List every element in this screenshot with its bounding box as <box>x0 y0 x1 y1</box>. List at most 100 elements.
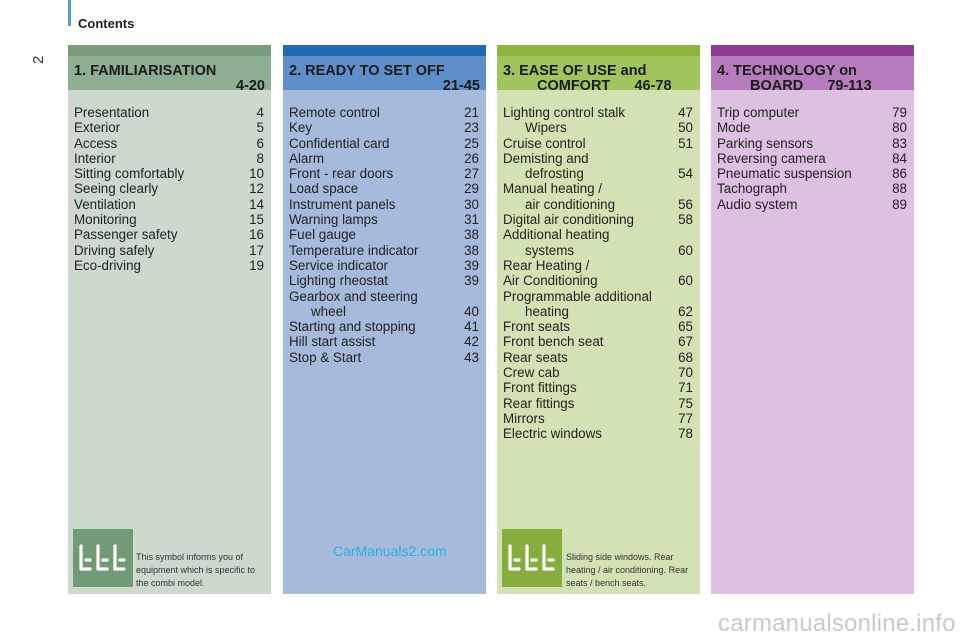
toc-entry-label: Stop & Start <box>289 349 362 365</box>
toc-entry-page: 21 <box>464 105 479 120</box>
toc-entry[interactable]: Crew cab 70 <box>503 365 693 380</box>
toc-entry-page: 30 <box>464 196 479 212</box>
section-familiarisation-panel: 1. FAMILIARISATION 4-20 Presentation 4 Ext… <box>68 45 271 594</box>
toc-entry[interactable]: Instrument panels 30 <box>289 197 479 212</box>
toc-entry[interactable]: Alarm 26 <box>289 151 479 166</box>
toc-entry[interactable]: Additional heating systems 60 <box>503 227 693 258</box>
toc-entry[interactable]: Warning lamps 31 <box>289 212 479 227</box>
toc-entry-label: Digital air conditioning <box>503 212 635 228</box>
toc-entry-label: Mode <box>717 120 751 136</box>
toc-entry-page: 77 <box>678 410 693 426</box>
toc-entry[interactable]: Manual heating / air conditioning 56 <box>503 181 693 212</box>
toc-entry[interactable]: Rear Heating / <box>503 258 693 273</box>
toc-entry[interactable]: Starting and stopping 41 <box>289 319 479 334</box>
section-header: 2. READY TO SET OFF 21-45 <box>283 56 486 94</box>
section-header: 4. TECHNOLOGY on BOARD 79-113 <box>711 56 914 94</box>
toc-entry-page: 27 <box>464 166 479 182</box>
toc-entry[interactable]: Remote control 21 <box>289 105 479 120</box>
toc-entry[interactable]: Mirrors 77 <box>503 411 693 426</box>
toc-entry-label-continued: systems <box>525 242 575 258</box>
toc-entry-page: 50 <box>678 120 693 136</box>
toc-entry[interactable]: Ventilation 14 <box>74 197 264 212</box>
toc-entry-label: Exterior <box>74 120 121 136</box>
toc-entry[interactable]: Front - rear doors 27 <box>289 166 479 181</box>
section-header: 3. EASE OF USE and COMFORT 46-78 <box>497 56 700 94</box>
toc-entry[interactable]: Reversing camera 84 <box>717 151 907 166</box>
toc-entry-page: 89 <box>892 196 907 212</box>
toc-entry[interactable]: Passenger safety 16 <box>74 227 264 242</box>
toc-entry[interactable]: Gearbox and steering wheel 40 <box>289 289 479 320</box>
toc-entry-page: 83 <box>892 135 907 151</box>
toc-entry-page: 68 <box>678 349 693 365</box>
section-title: 4. TECHNOLOGY on <box>717 63 857 79</box>
toc-entry[interactable]: Wipers 50 <box>503 120 693 135</box>
toc-entry[interactable]: Presentation 4 <box>74 105 264 120</box>
toc-entry[interactable]: Digital air conditioning 58 <box>503 212 693 227</box>
section-technology-panel: 4. TECHNOLOGY on BOARD 79-113 Trip compu… <box>711 45 914 594</box>
toc-entry[interactable]: Front seats 65 <box>503 319 693 334</box>
toc-list: Lighting control stalk 47 Wipers 50 Cruise c… <box>503 105 693 442</box>
toc-entry[interactable]: Pneumatic suspension 86 <box>717 166 907 181</box>
toc-entry[interactable]: Audio system 89 <box>717 197 907 212</box>
toc-entry[interactable]: Hill start assist 42 <box>289 334 479 349</box>
toc-entry[interactable]: Seeing clearly 12 <box>74 181 264 196</box>
toc-entry[interactable]: Sitting comfortably 10 <box>74 166 264 181</box>
toc-entry[interactable]: Driving safely 17 <box>74 243 264 258</box>
toc-entry-label: Crew cab <box>503 365 560 381</box>
toc-entry-page: 39 <box>464 273 479 289</box>
toc-entry[interactable]: Exterior 5 <box>74 120 264 135</box>
toc-entry-label: Front fittings <box>503 380 577 396</box>
toc-entry[interactable]: Parking sensors 83 <box>717 136 907 151</box>
toc-entry-label: Hill start assist <box>289 334 376 350</box>
toc-entry[interactable]: Front bench seat 67 <box>503 334 693 349</box>
toc-entry[interactable]: Demisting and defrosting 54 <box>503 151 693 182</box>
toc-entry-label: Instrument panels <box>289 196 396 212</box>
toc-entry[interactable]: Interior 8 <box>74 151 264 166</box>
toc-entry-page: 29 <box>464 181 479 197</box>
toc-entry-label: Passenger safety <box>74 227 178 243</box>
toc-entry-page: 25 <box>464 135 479 151</box>
toc-entry[interactable]: Trip computer 79 <box>717 105 907 120</box>
toc-entry-page: 54 <box>678 166 693 182</box>
toc-entry[interactable]: Tachograph 88 <box>717 181 907 196</box>
toc-entry-page: 5 <box>256 120 264 136</box>
toc-entry[interactable]: Lighting control stalk 47 <box>503 105 693 120</box>
section-body <box>68 90 271 594</box>
toc-entry-label: Tachograph <box>717 181 787 197</box>
toc-entry[interactable]: Programmable additional heating 62 <box>503 289 693 320</box>
toc-entry[interactable]: Lighting rheostat 39 <box>289 273 479 288</box>
toc-entry[interactable]: Eco-driving 19 <box>74 258 264 273</box>
toc-entry[interactable]: Confidential card 25 <box>289 136 479 151</box>
toc-entry-label: Pneumatic suspension <box>717 166 852 182</box>
section-color-bar <box>68 45 271 56</box>
section-body <box>497 90 700 594</box>
toc-entry-label: Programmable additional <box>503 288 652 304</box>
toc-entry[interactable]: Rear seats 68 <box>503 350 693 365</box>
toc-entry-label: Presentation <box>74 105 150 120</box>
toc-entry[interactable]: Cruise control 51 <box>503 136 693 151</box>
toc-entry[interactable]: Key 23 <box>289 120 479 135</box>
toc-entry-label: Remote control <box>289 105 380 120</box>
toc-entry[interactable]: Access 6 <box>74 136 264 151</box>
toc-entry[interactable]: Stop & Start 43 <box>289 350 479 365</box>
toc-entry-label: Monitoring <box>74 212 137 228</box>
toc-entry-page: 47 <box>678 105 693 120</box>
toc-entry-page: 38 <box>464 242 479 258</box>
toc-entry-page: 26 <box>464 150 479 166</box>
toc-entry[interactable]: Mode 80 <box>717 120 907 135</box>
toc-entry-page: 40 <box>464 303 479 319</box>
section-body <box>283 90 486 594</box>
toc-entry[interactable]: Service indicator 39 <box>289 258 479 273</box>
toc-entry-label: Rear fittings <box>503 395 575 411</box>
toc-entry-label: Electric windows <box>503 426 602 442</box>
toc-entry[interactable]: Load space 29 <box>289 181 479 196</box>
page-title: Contents <box>78 16 135 31</box>
toc-entry[interactable]: Air Conditioning 60 <box>503 273 693 288</box>
toc-entry[interactable]: Electric windows 78 <box>503 426 693 441</box>
toc-entry[interactable]: Monitoring 15 <box>74 212 264 227</box>
toc-entry-label: Cruise control <box>503 135 586 151</box>
toc-entry[interactable]: Front fittings 71 <box>503 380 693 395</box>
toc-entry[interactable]: Rear fittings 75 <box>503 396 693 411</box>
toc-entry[interactable]: Temperature indicator 38 <box>289 243 479 258</box>
toc-entry[interactable]: Fuel gauge 38 <box>289 227 479 242</box>
